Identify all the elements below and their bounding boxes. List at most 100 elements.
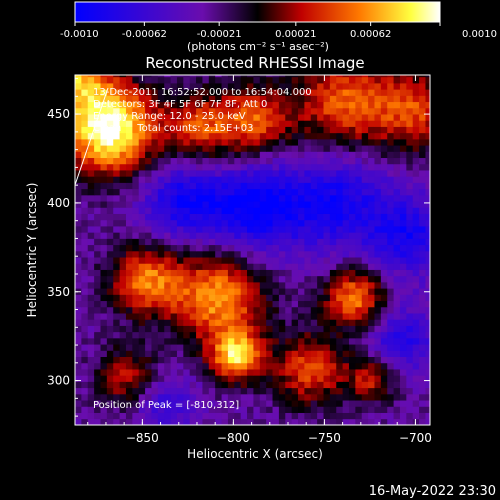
heatmap-cell: [100, 412, 108, 420]
heatmap-cell: [272, 381, 280, 389]
heatmap-cell: [132, 176, 140, 183]
heatmap-cell: [164, 344, 171, 351]
heatmap-cell: [323, 393, 331, 401]
heatmap-cell: [164, 114, 171, 121]
heatmap-cell: [304, 381, 312, 389]
heatmap-cell: [323, 114, 331, 121]
heatmap-cell: [285, 157, 293, 165]
heatmap-cell: [164, 132, 171, 140]
heatmap-cell: [170, 325, 178, 333]
heatmap-cell: [113, 157, 120, 165]
colorbar-gradient: [74, 1, 441, 23]
heatmap-cell: [164, 188, 171, 196]
heatmap-cell: [202, 381, 210, 389]
heatmap-cell: [227, 114, 235, 121]
heatmap-cell: [208, 250, 216, 258]
heatmap-cell: [355, 213, 363, 221]
heatmap-cell: [387, 313, 394, 320]
heatmap-cell: [170, 238, 178, 246]
heatmap-cell: [323, 244, 331, 252]
heatmap-cell: [183, 250, 191, 258]
heatmap-cell: [361, 387, 369, 395]
heatmap-cell: [285, 101, 293, 109]
heatmap-cell: [183, 313, 191, 320]
heatmap-cell: [253, 201, 261, 208]
heatmap-cell: [151, 219, 159, 227]
heatmap-cell: [310, 269, 318, 277]
heatmap-cell: [113, 275, 120, 283]
heatmap-cell: [221, 201, 229, 208]
heatmap-cell: [419, 157, 426, 165]
heatmap-cell: [336, 82, 344, 90]
heatmap-cell: [298, 194, 305, 202]
heatmap-cell: [355, 362, 363, 370]
heatmap-cell: [208, 294, 216, 302]
heatmap-cell: [355, 126, 363, 134]
heatmap-cell: [304, 238, 312, 246]
heatmap-cell: [412, 213, 420, 221]
heatmap-cell: [380, 325, 388, 333]
heatmap-cell: [298, 412, 305, 420]
heatmap-cell: [164, 226, 171, 233]
heatmap-cell: [196, 226, 203, 233]
heatmap-cell: [399, 393, 407, 401]
heatmap-cell: [348, 269, 356, 277]
heatmap-cell: [183, 163, 191, 171]
heatmap-cell: [380, 89, 388, 96]
heatmap-cell: [176, 145, 184, 152]
heatmap-cell: [81, 207, 89, 214]
heatmap-cell: [227, 263, 235, 270]
heatmap-cell: [317, 151, 324, 159]
heatmap-cell: [100, 226, 108, 233]
heatmap-cell: [253, 375, 261, 382]
heatmap-cell: [119, 275, 127, 283]
heatmap-cell: [183, 201, 191, 208]
heatmap-cell: [380, 387, 388, 395]
heatmap-cell: [221, 120, 229, 127]
heatmap-cell: [119, 101, 127, 109]
heatmap-cell: [285, 201, 293, 208]
heatmap-cell: [374, 114, 382, 121]
heatmap-cell: [151, 375, 159, 382]
heatmap-cell: [176, 244, 184, 252]
heatmap-cell: [368, 381, 375, 389]
heatmap-cell: [125, 132, 133, 140]
heatmap-cell: [138, 138, 146, 146]
heatmap-cell: [221, 418, 229, 425]
heatmap-cell: [419, 257, 426, 264]
heatmap-cell: [329, 418, 337, 425]
heatmap-cell: [189, 101, 197, 109]
heatmap-cell: [189, 75, 197, 78]
heatmap-cell: [157, 257, 165, 264]
heatmap-cell: [304, 138, 312, 146]
heatmap-cell: [253, 194, 261, 202]
heatmap-cell: [75, 412, 82, 420]
heatmap-cell: [291, 219, 299, 227]
heatmap-cell: [393, 350, 401, 357]
heatmap-cell: [259, 387, 267, 395]
heatmap-cell: [329, 120, 337, 127]
heatmap-cell: [374, 145, 382, 152]
heatmap-cell: [310, 151, 318, 159]
heatmap-cell: [94, 400, 101, 407]
heatmap-cell: [234, 344, 242, 351]
heatmap-cell: [87, 288, 95, 295]
heatmap-cell: [425, 337, 430, 345]
heatmap-cell: [329, 114, 337, 121]
heatmap-cell: [145, 356, 152, 364]
heatmap-cell: [132, 257, 140, 264]
heatmap-cell: [355, 281, 363, 289]
heatmap-cell: [151, 76, 159, 84]
heatmap-cell: [94, 269, 101, 277]
heatmap-cell: [119, 281, 127, 289]
heatmap-cell: [125, 157, 133, 165]
heatmap-cell: [323, 263, 331, 270]
heatmap-cell: [387, 281, 394, 289]
heatmap-cell: [75, 219, 82, 227]
heatmap-cell: [285, 182, 293, 190]
heatmap-cell: [221, 82, 229, 90]
heatmap-cell: [94, 325, 101, 333]
heatmap-cell: [125, 269, 133, 277]
heatmap-cell: [125, 263, 133, 270]
heatmap-cell: [157, 75, 165, 78]
